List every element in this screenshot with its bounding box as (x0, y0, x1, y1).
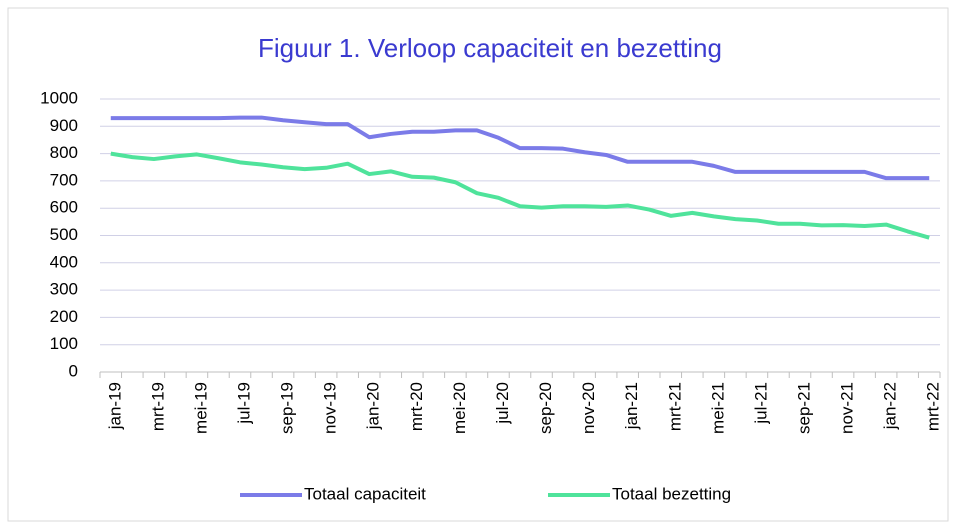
y-tick-label: 700 (50, 170, 78, 189)
y-tick-label: 200 (50, 307, 78, 326)
chart-title: Figuur 1. Verloop capaciteit en bezettin… (258, 33, 722, 63)
x-tick-label: nov-20 (579, 382, 598, 434)
x-tick-label: jan-20 (364, 382, 383, 430)
line-series (110, 151, 930, 240)
x-tick-label: mei-19 (191, 382, 210, 434)
x-tick-label: mrt-19 (148, 382, 167, 431)
x-tick-label: sep-21 (794, 382, 813, 434)
y-tick-label: 100 (50, 334, 78, 353)
y-tick-label: 600 (50, 198, 78, 217)
x-tick-label: jan-22 (881, 382, 900, 430)
x-tick-label: jan-21 (622, 382, 641, 430)
x-tick-label: mrt-22 (924, 382, 943, 431)
x-tick-label: jul-20 (493, 382, 512, 425)
legend-label: Totaal capaciteit (304, 484, 426, 503)
x-tick-label: mei-20 (450, 382, 469, 434)
line-series (110, 115, 930, 181)
y-tick-label: 400 (50, 252, 78, 271)
x-tick-label: nov-21 (838, 382, 857, 434)
y-tick-label: 1000 (40, 88, 78, 107)
y-tick-label: 500 (50, 225, 78, 244)
x-tick-label: mei-21 (708, 382, 727, 434)
x-tick-label: jan-19 (105, 382, 124, 430)
legend-label: Totaal bezetting (612, 484, 731, 503)
x-tick-label: nov-19 (321, 382, 340, 434)
x-tick-label: mrt-21 (665, 382, 684, 431)
x-tick-label: sep-20 (536, 382, 555, 434)
chart-border (7, 7, 949, 522)
x-tick-label: jul-21 (751, 382, 770, 425)
y-tick-label: 0 (69, 361, 78, 380)
x-tick-label: jul-19 (234, 382, 253, 425)
y-tick-label: 900 (50, 116, 78, 135)
y-tick-label: 300 (50, 280, 78, 299)
x-tick-label: sep-19 (278, 382, 297, 434)
x-tick-label: mrt-20 (407, 382, 426, 431)
y-tick-label: 800 (50, 143, 78, 162)
